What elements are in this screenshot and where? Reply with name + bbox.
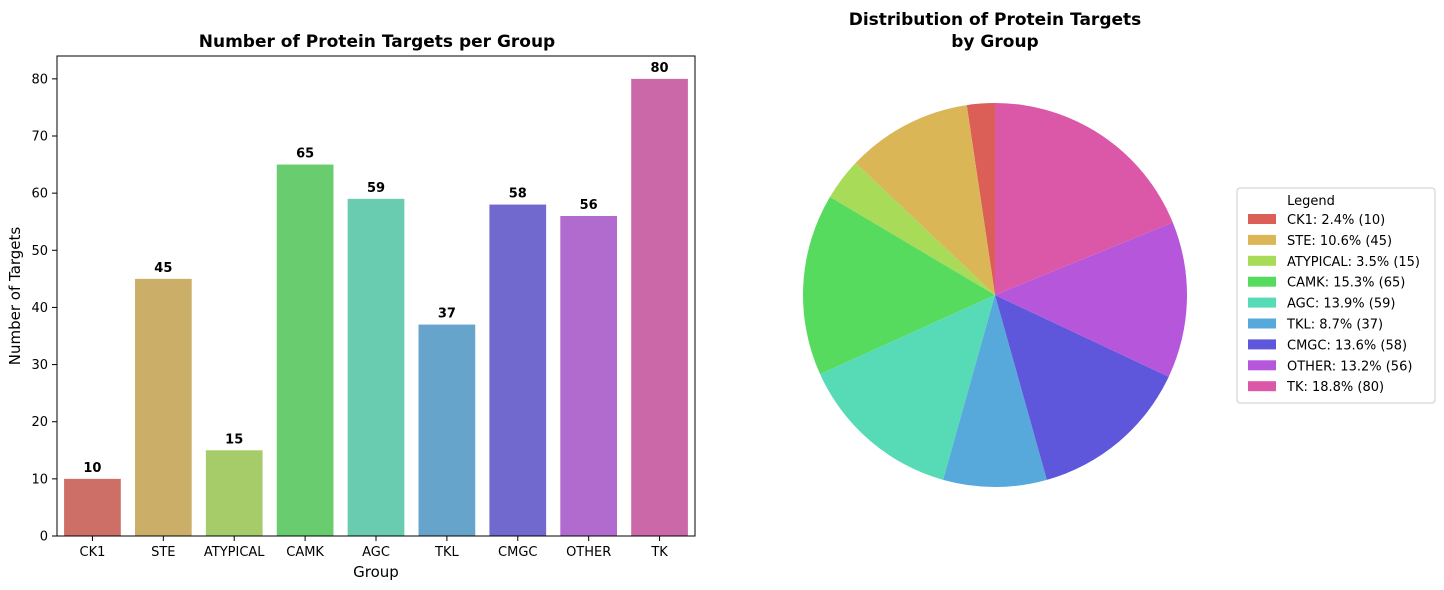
x-tick-label-atypical: ATYPICAL (204, 545, 265, 560)
bar-chart: Number of Protein Targets per Group 10 45… (6, 32, 696, 581)
legend-label-ste: STE: 10.6% (45) (1287, 234, 1392, 249)
data-label-camk: 65 (296, 147, 314, 162)
data-label-ste: 45 (154, 261, 172, 276)
y-tick-label-0: 0 (40, 530, 48, 545)
pie-slice-cmgc (995, 295, 1169, 480)
data-label-ck1: 10 (83, 461, 101, 476)
bar-atypical (205, 450, 263, 536)
y-tick-label-60: 60 (31, 187, 48, 202)
plot-frame (56, 55, 696, 537)
legend-swatch-cmgc (1248, 339, 1276, 350)
legend-label-ck1: CK1: 2.4% (10) (1287, 213, 1385, 228)
legend-title: Legend (1287, 194, 1335, 209)
pie-slice-tk (995, 103, 1173, 295)
data-label-tkl: 37 (438, 307, 456, 322)
y-axis-ticks: 0 10 20 30 40 50 60 70 80 (31, 72, 57, 545)
bar-ck1 (64, 478, 121, 536)
bar-camk (276, 164, 334, 536)
pie-slice-other (995, 222, 1187, 377)
legend-label-other: OTHER: 13.2% (56) (1287, 359, 1412, 374)
y-tick-label-10: 10 (31, 472, 48, 487)
x-tick-label-camk: CAMK (286, 545, 324, 560)
data-label-agc: 59 (367, 181, 385, 196)
y-tick-label-50: 50 (31, 244, 48, 259)
bar-cmgc (489, 204, 547, 536)
data-label-cmgc: 58 (509, 187, 527, 202)
pie-slice-agc (820, 295, 995, 480)
pie-chart-title-line-2: by Group (951, 32, 1038, 52)
pie-slice-tkl (943, 295, 1047, 487)
x-tick-label-tk: TK (650, 545, 668, 560)
legend-frame (1236, 187, 1436, 404)
data-label-atypical: 15 (225, 432, 243, 447)
x-axis-label: Group (353, 563, 399, 581)
legend-swatch-camk (1248, 276, 1276, 287)
bar-chart-title: Number of Protein Targets per Group (199, 32, 555, 52)
data-label-tk: 80 (651, 61, 669, 76)
y-tick-label-30: 30 (31, 358, 48, 373)
legend-swatch-ck1 (1248, 214, 1276, 224)
pie-chart-title-line-1: Distribution of Protein Targets (849, 10, 1142, 30)
legend-label-tkl: TKL: 8.7% (37) (1286, 318, 1383, 333)
x-tick-label-other: OTHER (566, 545, 611, 560)
bar-ste (134, 278, 192, 536)
legend-swatch-tk (1248, 381, 1276, 392)
x-tick-label-agc: AGC (362, 545, 390, 560)
x-tick-label-cmgc: CMGC (498, 545, 537, 560)
x-tick-label-ste: STE (151, 545, 175, 560)
pie-slice-ck1 (966, 103, 995, 295)
bar-tk (631, 78, 688, 537)
data-label-other: 56 (580, 198, 598, 213)
legend-swatch-ste (1248, 234, 1276, 245)
pie-slice-camk (802, 196, 995, 375)
pie-slice-atypical (829, 163, 995, 295)
y-tick-label-40: 40 (31, 301, 48, 316)
x-tick-label-ck1: CK1 (80, 545, 106, 560)
bar-other (560, 216, 618, 536)
y-tick-label-20: 20 (31, 415, 48, 430)
bar-tkl (418, 324, 476, 536)
pie-chart: Distribution of Protein Targets by Group… (802, 10, 1436, 487)
legend-entries: CK1: 2.4% (10) STE: 10.6% (45) ATYPICAL: 3… (1248, 213, 1420, 395)
bar-marks (64, 78, 688, 537)
bar-data-labels: 10 45 15 65 59 37 58 56 80 (83, 61, 668, 476)
x-axis-ticks: CK1 STE ATYPICAL CAMK AGC TKL CMGC OTHER TK (80, 536, 668, 560)
y-axis-label: Number of Targets (6, 227, 24, 366)
pie-slices (802, 103, 1187, 487)
y-tick-label-80: 80 (31, 72, 48, 87)
legend-swatch-agc (1248, 297, 1276, 308)
legend-label-atypical: ATYPICAL: 3.5% (15) (1287, 255, 1420, 270)
x-tick-label-tkl: TKL (434, 545, 459, 560)
legend-label-agc: AGC: 13.9% (59) (1287, 297, 1395, 312)
legend-label-camk: CAMK: 15.3% (65) (1287, 276, 1405, 291)
legend-swatch-atypical (1248, 255, 1276, 266)
legend-label-cmgc: CMGC: 13.6% (58) (1287, 338, 1407, 353)
legend-swatch-other (1248, 360, 1276, 371)
legend-swatch-tkl (1248, 318, 1276, 329)
legend-label-tk: TK: 18.8% (80) (1286, 380, 1384, 395)
y-tick-label-70: 70 (31, 130, 48, 145)
pie-slice-ste (855, 105, 995, 295)
bar-agc (347, 198, 405, 537)
pie-legend: Legend CK1: 2.4% (10) STE: 10.6% (45) ATYP… (1236, 187, 1436, 404)
